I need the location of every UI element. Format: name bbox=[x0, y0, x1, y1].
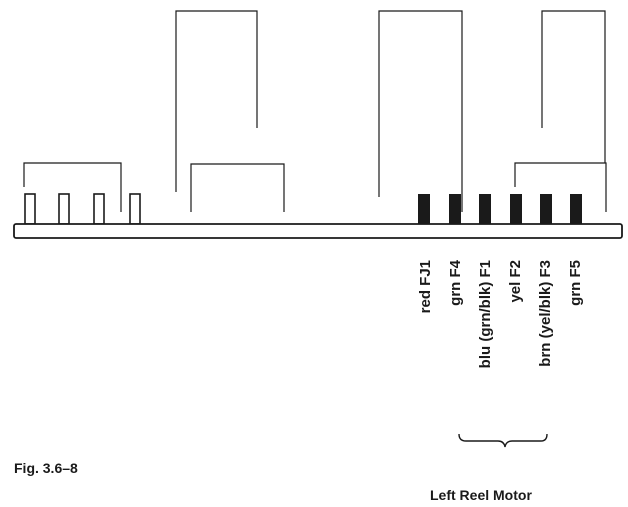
open-pin bbox=[24, 193, 36, 225]
connector-body bbox=[13, 223, 623, 239]
filled-pin-f4 bbox=[449, 194, 461, 224]
wire-label: red FJ1 bbox=[417, 260, 434, 313]
wire-label: brn (yel/blk) F3 bbox=[537, 260, 554, 367]
filled-pin-f3 bbox=[540, 194, 552, 224]
jumper-bracket-short bbox=[190, 163, 285, 212]
jumper-bracket-mid bbox=[378, 10, 463, 212]
jumper-lines bbox=[23, 10, 607, 212]
motor-label: Left Reel Motor bbox=[430, 487, 532, 503]
filled-pin-fj1 bbox=[418, 194, 430, 224]
wire-labels: red FJ1 grn F4 blu (grn/blk) F1 yel F2 b… bbox=[417, 259, 584, 368]
wire-label: blu (grn/blk) F1 bbox=[477, 260, 494, 368]
wire-label: grn F5 bbox=[567, 260, 584, 306]
filled-pins bbox=[418, 194, 582, 224]
open-pins bbox=[24, 193, 141, 225]
filled-pin-f2 bbox=[510, 194, 522, 224]
motor-brace bbox=[458, 433, 548, 448]
jumper-bracket-right bbox=[541, 10, 606, 163]
open-pin bbox=[93, 193, 105, 225]
filled-pin-f1 bbox=[479, 194, 491, 224]
wire-label: yel F2 bbox=[507, 260, 524, 303]
jumper-bracket-tall bbox=[175, 10, 258, 192]
open-pin bbox=[129, 193, 141, 225]
wire-label: grn F4 bbox=[447, 259, 464, 305]
jumper-bracket-left bbox=[23, 162, 122, 212]
figure-caption: Fig. 3.6–8 bbox=[14, 460, 78, 476]
jumper-bracket-lower-right bbox=[514, 162, 607, 212]
filled-pin-f5 bbox=[570, 194, 582, 224]
open-pin bbox=[58, 193, 70, 225]
